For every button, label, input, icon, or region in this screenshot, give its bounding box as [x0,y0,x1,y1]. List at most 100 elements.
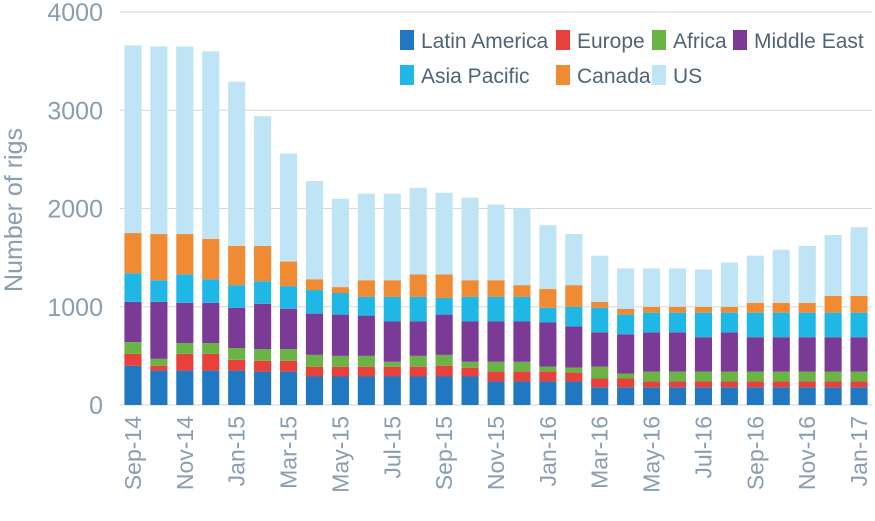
bar-segment-canada-aug-16 [720,306,738,313]
bar-segment-canada-jul-16 [694,306,713,313]
bar-segment-canada-nov-15 [487,280,505,297]
bar-segment-latin-america-dec-14 [202,370,220,405]
bar-segment-latin-america-oct-14 [150,370,168,405]
bar-segment-canada-mar-16 [591,301,609,308]
y-axis-label: Number of rigs [0,128,28,292]
bar-segment-africa-may-16 [643,371,661,382]
bar-segment-asia-pacific-aug-15 [409,296,427,322]
legend-label-middle-east: Middle East [754,30,864,53]
bar-segment-europe-dec-16 [824,381,842,388]
bar-segment-europe-jul-15 [383,366,401,377]
bar-segment-africa-sep-16 [746,371,764,382]
legend-label-europe: Europe [577,30,645,53]
bar-segment-us-aug-16 [720,262,738,307]
bar-segment-europe-jul-16 [694,381,713,388]
bar-segment-asia-pacific-jul-16 [694,312,713,338]
bar-segment-middle-east-feb-16 [565,326,583,368]
bar-segment-us-apr-15 [305,180,324,280]
bar-segment-europe-feb-15 [254,360,272,372]
bar-segment-canada-nov-16 [798,302,816,313]
bar-segment-asia-pacific-jun-16 [668,312,687,333]
x-tick-label: Nov-15 [483,416,509,490]
bar-segment-europe-nov-15 [487,371,505,382]
bar-segment-us-oct-15 [461,197,479,281]
bar-segment-africa-aug-15 [409,355,427,367]
bar-segment-middle-east-jun-15 [357,315,375,356]
bar-segment-europe-mar-15 [279,360,298,372]
bar-segment-latin-america-jun-16 [668,387,687,405]
x-axis-ticks: Sep-14 Nov-14 Jan-15 Mar-15 May-15 Jul-15 Sep-… [120,416,872,493]
bar-segment-asia-pacific-dec-16 [824,312,842,338]
bar-segment-us-jun-16 [668,268,687,307]
bar-segment-canada-feb-15 [254,245,272,282]
bar-segment-latin-america-nov-14 [176,370,194,405]
bar-segment-us-may-16 [643,268,661,307]
bar-segment-us-dec-14 [202,51,220,239]
bar-segment-canada-oct-16 [772,302,790,313]
bar-segment-asia-pacific-nov-16 [798,312,816,338]
y-tick-label: 4000 [47,0,103,27]
bar-segment-us-jul-15 [383,193,401,281]
bar-segment-europe-oct-15 [461,367,479,377]
bar-segment-latin-america-sep-15 [435,376,453,405]
bar-segment-us-jun-15 [357,193,375,281]
bar-segment-africa-mar-16 [591,366,609,379]
bar-segment-europe-dec-15 [513,371,531,382]
bar-segment-latin-america-nov-16 [798,387,816,405]
bar-segment-latin-america-sep-14 [124,365,142,405]
bar-segment-europe-jan-16 [539,371,557,382]
bar-segment-latin-america-mar-15 [279,371,298,405]
bar-segment-middle-east-nov-14 [176,302,194,344]
bar-segment-canada-dec-16 [824,295,842,313]
bar-segment-latin-america-jun-15 [357,376,375,405]
bar-segment-asia-pacific-mar-16 [591,307,609,333]
bar-segment-us-mar-15 [279,153,298,262]
bar-segment-us-nov-14 [176,46,194,235]
bar-segment-latin-america-jan-17 [850,387,868,405]
bar-segment-middle-east-mar-16 [591,332,609,367]
bar-segment-canada-jan-15 [228,245,246,286]
bar-segment-middle-east-sep-15 [435,314,453,355]
bar-segment-africa-mar-15 [279,348,298,361]
bar-segment-asia-pacific-oct-14 [150,280,168,302]
bar-segment-africa-feb-15 [254,348,272,361]
bar-segment-asia-pacific-jan-16 [539,307,557,323]
bars [124,45,868,405]
bar-segment-africa-nov-14 [176,343,194,354]
bar-segment-africa-jun-15 [357,355,375,367]
bar-segment-asia-pacific-jan-15 [228,285,246,308]
bar-segment-canada-sep-14 [124,233,142,274]
bar-segment-europe-nov-14 [176,353,194,371]
x-tick-label: Nov-14 [172,416,198,490]
bar-segment-canada-oct-14 [150,234,168,281]
bar-segment-latin-america-jan-16 [539,381,557,405]
bar-segment-asia-pacific-aug-16 [720,312,738,333]
bar-segment-canada-jun-15 [357,280,375,297]
bar-segment-europe-jan-15 [228,359,246,371]
bar-segment-latin-america-mar-16 [591,387,609,405]
bar-segment-canada-may-15 [331,287,349,293]
bar-segment-europe-sep-14 [124,353,142,366]
bar-segment-asia-pacific-dec-14 [202,279,220,303]
bar-segment-latin-america-jul-16 [694,387,713,405]
x-tick-label: Jan-15 [224,416,250,486]
bar-segment-africa-aug-16 [720,371,738,382]
bar-segment-us-jan-17 [850,227,868,296]
bar-segment-latin-america-feb-16 [565,381,583,405]
legend-swatch-europe [556,30,570,50]
bar-segment-africa-oct-14 [150,358,168,366]
bar-segment-canada-apr-15 [305,279,324,291]
bar-segment-asia-pacific-sep-15 [435,297,453,315]
legend: Latin America Europe Africa Middle East Asia… [400,30,864,88]
bar-segment-asia-pacific-nov-14 [176,274,194,303]
bar-segment-latin-america-aug-16 [720,387,738,405]
bar-segment-asia-pacific-apr-16 [617,314,635,335]
bar-segment-canada-oct-15 [461,280,479,297]
bar-segment-asia-pacific-feb-16 [565,306,583,327]
bar-segment-us-dec-15 [513,208,531,286]
bar-segment-canada-jun-16 [668,306,687,313]
legend-label-us: US [673,65,702,88]
x-tick-label: Jul-15 [379,416,405,479]
legend-label-asia-pacific: Asia Pacific [421,65,530,88]
bar-segment-us-dec-16 [824,235,842,296]
